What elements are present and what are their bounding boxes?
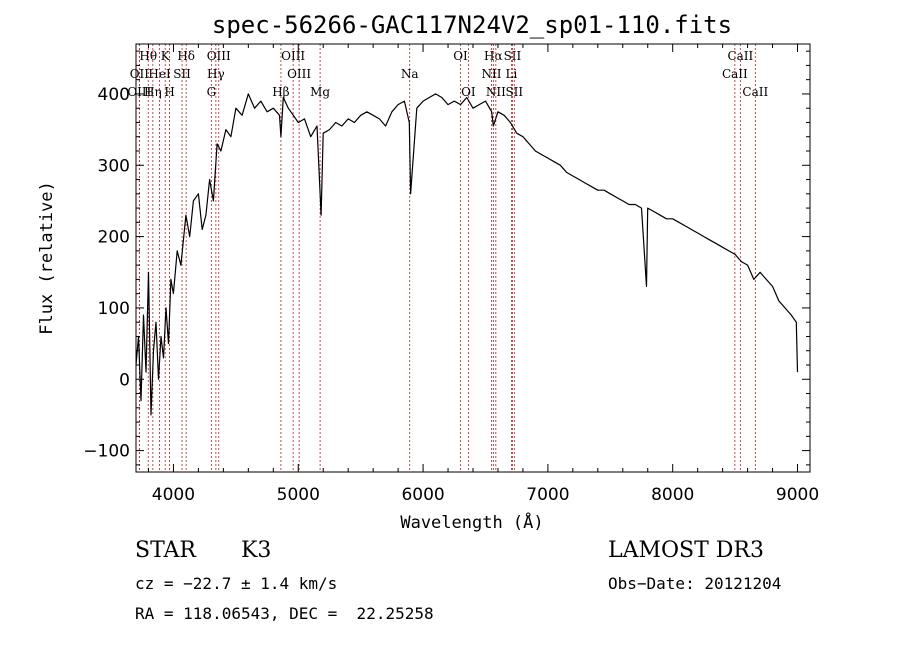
y-tick-label: 100: [98, 299, 130, 319]
survey-name: LAMOST DR3: [608, 538, 764, 563]
y-tick-label: 300: [98, 156, 130, 176]
marker-label: SII: [505, 85, 523, 99]
marker-label: Mg: [310, 85, 330, 99]
observation-date: Obs−Date: 20121204: [608, 574, 782, 593]
marker-label: NII: [486, 85, 506, 99]
y-tick-label: 200: [98, 228, 130, 248]
marker-label: Hθ: [139, 49, 157, 63]
marker-label: OI: [461, 85, 476, 99]
marker-label: G: [207, 85, 217, 99]
y-tick-label: −100: [83, 442, 130, 462]
x-tick-label: 9000: [776, 485, 819, 505]
marker-label: OIII: [281, 49, 305, 63]
x-tick-label: 6000: [401, 485, 444, 505]
object-class: STAR: [135, 538, 196, 563]
marker-label: CaII: [727, 49, 753, 63]
redshift-velocity: cz = −22.7 ± 1.4 km/s: [135, 574, 338, 593]
marker-label: NII: [481, 67, 501, 81]
marker-label: Na: [401, 67, 419, 81]
x-tick-label: 4000: [152, 485, 195, 505]
x-tick-label: 8000: [651, 485, 694, 505]
axis-ticks: 4000 5000 6000 7000 8000 9000 −100 0 100 200 300 40…: [83, 44, 819, 505]
marker-label: OIII: [287, 67, 311, 81]
x-axis-label: Wavelength (Å): [400, 511, 543, 533]
spectrum-series: [135, 93, 799, 416]
marker-label: CaII: [722, 67, 748, 81]
marker-label: OI: [453, 49, 468, 63]
marker-label: H: [164, 85, 174, 99]
y-axis-label: Flux (relative): [37, 181, 57, 335]
marker-label: SII: [173, 67, 191, 81]
y-tick-label: 400: [98, 85, 130, 105]
marker-label: HeI: [148, 67, 171, 81]
marker-label: Li: [506, 67, 518, 81]
marker-label: Hδ: [177, 49, 195, 63]
marker-label: Hη: [144, 85, 162, 99]
marker-label: Hβ: [272, 85, 289, 99]
marker-label: SII: [504, 49, 522, 63]
marker-label: OIII: [207, 49, 231, 63]
x-tick-label: 5000: [277, 485, 320, 505]
y-tick-label: 0: [119, 370, 130, 390]
sky-coordinates: RA = 118.06543, DEC = 22.25258: [135, 604, 434, 623]
x-tick-label: 7000: [526, 485, 569, 505]
marker-label: Hα: [484, 49, 503, 63]
marker-label: K: [161, 49, 171, 63]
marker-label: CaII: [742, 85, 768, 99]
marker-label: Hγ: [207, 67, 225, 81]
marker-label: OIII: [127, 85, 151, 99]
chart-title: spec-56266-GAC117N24V2_sp01-110.fits: [212, 11, 732, 39]
object-subclass: K3: [241, 538, 272, 563]
spectrum-line: [135, 93, 799, 416]
